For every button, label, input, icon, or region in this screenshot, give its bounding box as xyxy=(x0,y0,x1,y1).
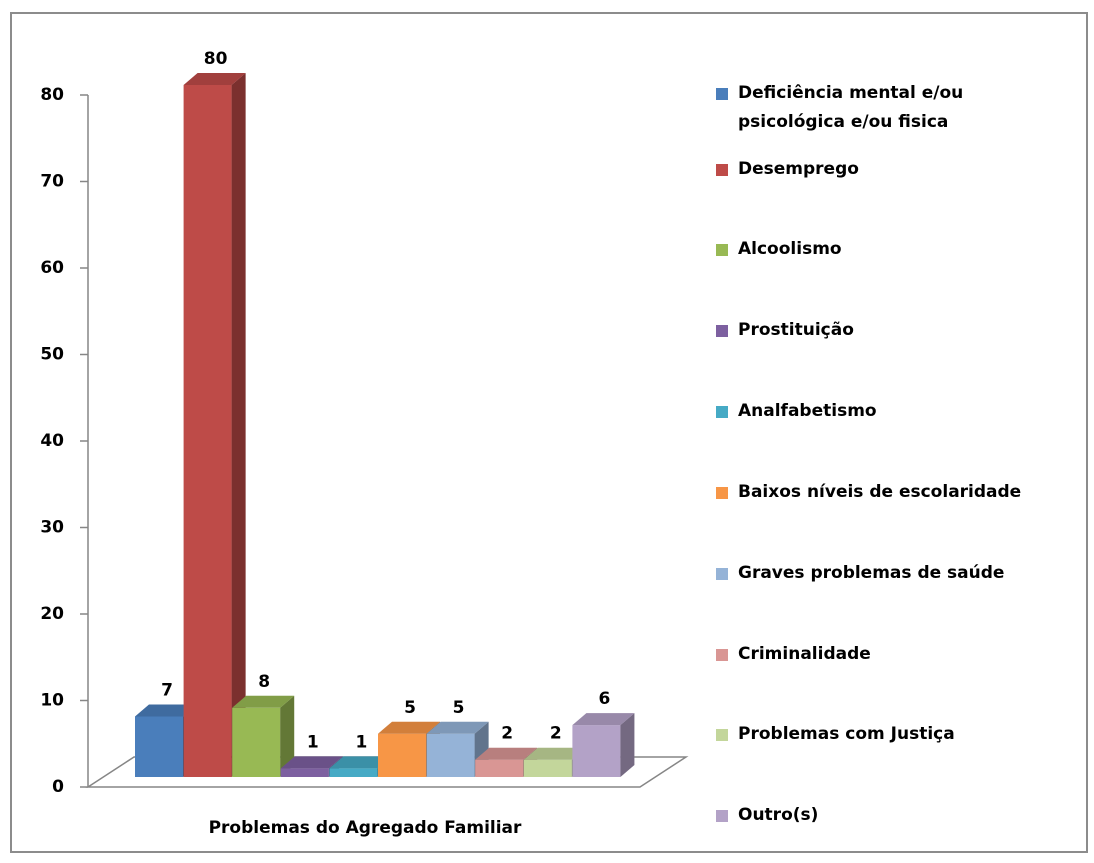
legend-entry: Analfabetismo xyxy=(712,397,1052,426)
bar-top-shade xyxy=(183,73,246,85)
bar-top xyxy=(280,756,343,769)
bar-front xyxy=(378,733,426,777)
bar-side-shade xyxy=(620,713,635,777)
legend-swatch xyxy=(716,568,728,580)
bar-side-shade xyxy=(231,73,246,777)
bar-front xyxy=(329,768,378,777)
legend-entry: Baixos níveis de escolaridade xyxy=(712,478,1052,507)
data-label: 1 xyxy=(307,732,319,752)
y-tick-label: 80 xyxy=(40,85,64,105)
legend-label: Prostituição xyxy=(738,320,854,340)
legend-label: Outro(s) xyxy=(738,805,819,825)
floor xyxy=(85,756,689,788)
legend-label: Graves problemas de saúde xyxy=(738,563,1005,583)
legend-swatch xyxy=(716,244,728,256)
bar-side xyxy=(231,73,246,777)
data-label: 5 xyxy=(404,698,416,718)
y-tick-label: 20 xyxy=(40,604,64,624)
bar-side-shade xyxy=(280,695,295,777)
legend-swatch xyxy=(716,325,728,337)
bar-top-shade xyxy=(572,713,635,726)
legend-entry: Criminalidade xyxy=(712,640,1052,669)
legend-label: Baixos níveis de escolaridade xyxy=(738,482,1022,502)
chart-frame xyxy=(10,12,1088,853)
bar-top xyxy=(135,704,197,717)
legend-label: Deficiência mental e/ou psicológica e/ou… xyxy=(738,83,964,132)
y-tick-label: 60 xyxy=(40,258,64,278)
bar-side xyxy=(620,713,635,777)
y-tick-label: 0 xyxy=(52,777,64,797)
bar xyxy=(572,713,635,777)
y-tick-label: 10 xyxy=(40,691,64,711)
bar-front xyxy=(232,707,281,777)
legend-entry: Desemprego xyxy=(712,155,1052,184)
bar-top xyxy=(475,747,538,760)
bar-top-shade xyxy=(426,721,489,734)
bar-top-shade xyxy=(280,756,343,769)
bar-front xyxy=(135,716,183,777)
bar-front xyxy=(183,85,232,777)
legend-entry: Graves problemas de saúde xyxy=(712,559,1052,588)
data-label: 80 xyxy=(204,49,228,69)
bar-top xyxy=(378,721,440,734)
bar xyxy=(232,695,295,777)
bar-front xyxy=(426,733,475,777)
legend-label: Analfabetismo xyxy=(738,401,877,421)
data-label: 6 xyxy=(598,689,610,709)
y-tick-label: 40 xyxy=(40,431,64,451)
bar xyxy=(183,73,246,777)
bar-side xyxy=(280,695,295,777)
legend-swatch xyxy=(716,729,728,741)
bar-front xyxy=(280,768,329,777)
legend-label: Alcoolismo xyxy=(738,239,842,259)
legend-swatch xyxy=(716,164,728,176)
bar-top-shade xyxy=(523,747,586,760)
legend-entry: Deficiência mental e/ou psicológica e/ou… xyxy=(712,79,1052,137)
bar-top-shade xyxy=(475,747,538,760)
bar-front xyxy=(572,725,621,777)
bar-top-shade xyxy=(232,695,295,708)
legend-entry: Prostituição xyxy=(712,316,1052,345)
legend-swatch xyxy=(716,810,728,822)
bar-front xyxy=(475,759,524,777)
bar-top xyxy=(426,721,489,734)
data-label: 5 xyxy=(453,698,465,718)
data-label: 7 xyxy=(161,680,173,700)
bar-front xyxy=(523,759,572,777)
legend-label: Criminalidade xyxy=(738,644,871,664)
bar-top xyxy=(232,695,295,708)
y-tick-label: 50 xyxy=(40,345,64,365)
bar-top-shade xyxy=(378,721,440,734)
data-label: 2 xyxy=(501,724,513,744)
legend-entry: Alcoolismo xyxy=(712,235,1052,264)
legend-label: Problemas com Justiça xyxy=(738,724,955,744)
y-tick-label: 30 xyxy=(40,518,64,538)
legend-label: Desemprego xyxy=(738,159,859,179)
data-label: 8 xyxy=(258,672,270,692)
bar-top xyxy=(572,713,635,726)
y-tick-label: 70 xyxy=(40,172,64,192)
bar-top-shade xyxy=(329,756,392,769)
legend-swatch xyxy=(716,487,728,499)
bar-top xyxy=(523,747,586,760)
legend-swatch xyxy=(716,406,728,418)
bar-top-shade xyxy=(135,704,197,717)
legend-entry: Outro(s) xyxy=(712,801,1052,830)
bar-top xyxy=(329,756,392,769)
data-label: 2 xyxy=(550,724,562,744)
bar-top xyxy=(183,73,246,85)
legend-swatch xyxy=(716,88,728,100)
data-label: 1 xyxy=(355,732,367,752)
legend-entry: Problemas com Justiça xyxy=(712,720,1052,749)
legend-swatch xyxy=(716,649,728,661)
x-tick-label: Problemas do Agregado Familiar xyxy=(209,818,522,838)
